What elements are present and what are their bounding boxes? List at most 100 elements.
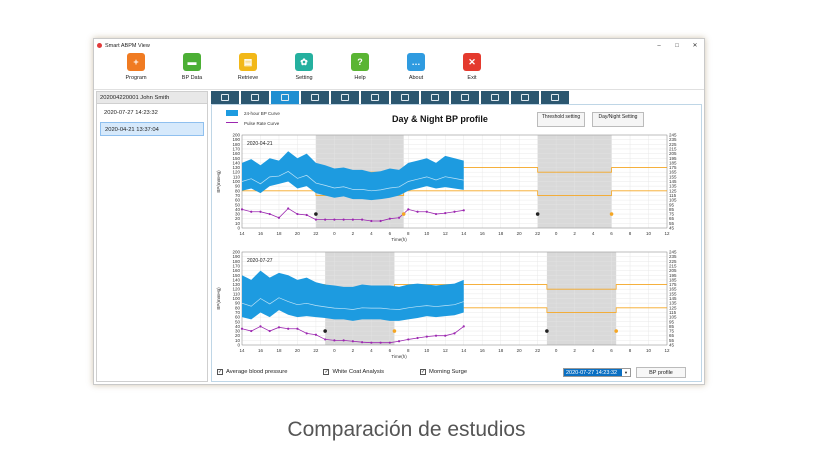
close-button[interactable]: ✕ [692,43,698,49]
pr-point [425,210,428,213]
exit-icon: ✕ [463,53,481,71]
y-tick-label: 80 [235,188,241,193]
x-tick-label: 20 [517,231,523,236]
pr-point [351,218,354,221]
pr-point [388,341,391,344]
pr-point [453,332,456,335]
white-coat-check[interactable]: ✓ White Coat Analysis [323,369,384,375]
tab-export[interactable] [541,91,569,104]
y-tick-label: 100 [232,296,240,301]
tab-scatter[interactable] [301,91,329,104]
x-tick-label: 14 [239,231,245,236]
x-tick-label: 12 [664,231,670,236]
tab-histogram[interactable] [331,91,359,104]
tab-pie[interactable] [361,91,389,104]
y-tick-label: 90 [235,184,241,189]
help-button[interactable]: ? Help [332,52,388,89]
retrieve-button[interactable]: ▤ Retrieve [220,52,276,89]
pr-point [407,338,410,341]
y2-tick-label: 115 [669,193,677,198]
y-tick-label: 10 [235,221,241,226]
chevron-down-icon[interactable]: ▼ [624,369,628,375]
tab-print[interactable] [511,91,539,104]
y-tick-label: 130 [232,165,240,170]
threshold-setting-button[interactable]: Threshold setting [537,112,585,127]
minimize-button[interactable]: – [657,42,661,49]
x-tick-label: 20 [517,348,523,353]
pr-point [324,218,327,221]
about-button[interactable]: … About [388,52,444,89]
pr-point [250,210,253,213]
y-tick-label: 200 [232,133,240,138]
x-tick-label: 12 [664,348,670,353]
y-axis-label: BP(mmHg) [216,287,221,310]
y-tick-label: 0 [237,343,240,348]
tab-report[interactable] [421,91,449,104]
tab-document[interactable] [451,91,479,104]
y2-tick-label: 165 [669,287,677,292]
help-icon: ? [351,53,369,71]
sun-marker-icon [614,329,618,333]
y-tick-label: 80 [235,305,241,310]
exit-button[interactable]: ✕ Exit [444,52,500,89]
y-tick-label: 110 [233,291,241,296]
morning-surge-check[interactable]: ✓ Morning Surge [420,369,467,375]
y2-tick-label: 105 [669,198,677,203]
date-select[interactable]: 2020-07-27 14:23:32 ▼ [563,367,631,377]
y2-tick-label: 195 [669,156,677,161]
pr-point [296,327,299,330]
y2-tick-label: 155 [669,291,677,296]
x-tick-label: 18 [276,231,282,236]
folder-icon: ▬ [183,53,201,71]
tab-list[interactable] [241,91,269,104]
y-tick-label: 150 [232,273,240,278]
session-item[interactable]: 2020-07-27 14:23:32 [104,110,158,116]
maximize-button[interactable]: □ [675,42,679,49]
tool-label: Help [354,75,366,81]
y2-tick-label: 125 [669,305,677,310]
pr-point [250,329,253,333]
y-tick-label: 140 [232,277,240,282]
x-tick-label: 6 [610,348,613,353]
bp-data-button[interactable]: ▬ BP Data [164,52,220,89]
pr-point [397,216,401,219]
document-icon [461,94,469,101]
y-tick-label: 60 [235,315,241,320]
patient-header[interactable]: 202004220001 John Smith [97,92,207,104]
moon-marker-icon [535,212,540,216]
y2-tick-label: 205 [669,268,677,273]
pr-point [379,341,382,344]
bp-profile-button[interactable]: BP profile [636,366,686,378]
x-tick-label: 16 [258,231,264,236]
x-tick-label: 10 [646,231,652,236]
x-tick-label: 10 [424,348,430,353]
y-tick-label: 170 [232,146,240,151]
average-bp-check[interactable]: ✓ Average blood pressure [217,369,287,375]
session-item-selected[interactable]: 2020-04-21 13:37:04 [100,122,204,136]
tab-edit[interactable] [211,91,239,104]
x-tick-label: 6 [610,231,613,236]
x-tick-label: 18 [498,348,504,353]
y-tick-label: 200 [232,250,240,255]
y-tick-label: 190 [232,137,240,142]
day-night-setting-button[interactable]: Day/Night Setting [592,112,644,127]
program-button[interactable]: + Program [108,52,164,89]
y-tick-label: 30 [235,212,241,217]
setting-button[interactable]: ✿ Setting [276,52,332,89]
tab-curve[interactable] [271,91,299,104]
tab-summary[interactable] [391,91,419,104]
tab-image[interactable] [481,91,509,104]
caption: Comparación de estudios [287,418,526,441]
y-tick-label: 180 [232,142,240,147]
checkbox-icon: ✓ [217,369,223,375]
pr-point [324,338,327,341]
x-tick-label: 18 [498,231,504,236]
y2-tick-label: 95 [669,319,675,324]
y-tick-label: 0 [237,226,240,231]
pr-point [259,210,262,213]
y-tick-label: 130 [232,282,240,287]
pr-point [416,210,419,213]
x-tick-label: 22 [313,231,319,236]
x-tick-label: 4 [592,348,595,353]
y2-tick-label: 95 [669,202,675,207]
